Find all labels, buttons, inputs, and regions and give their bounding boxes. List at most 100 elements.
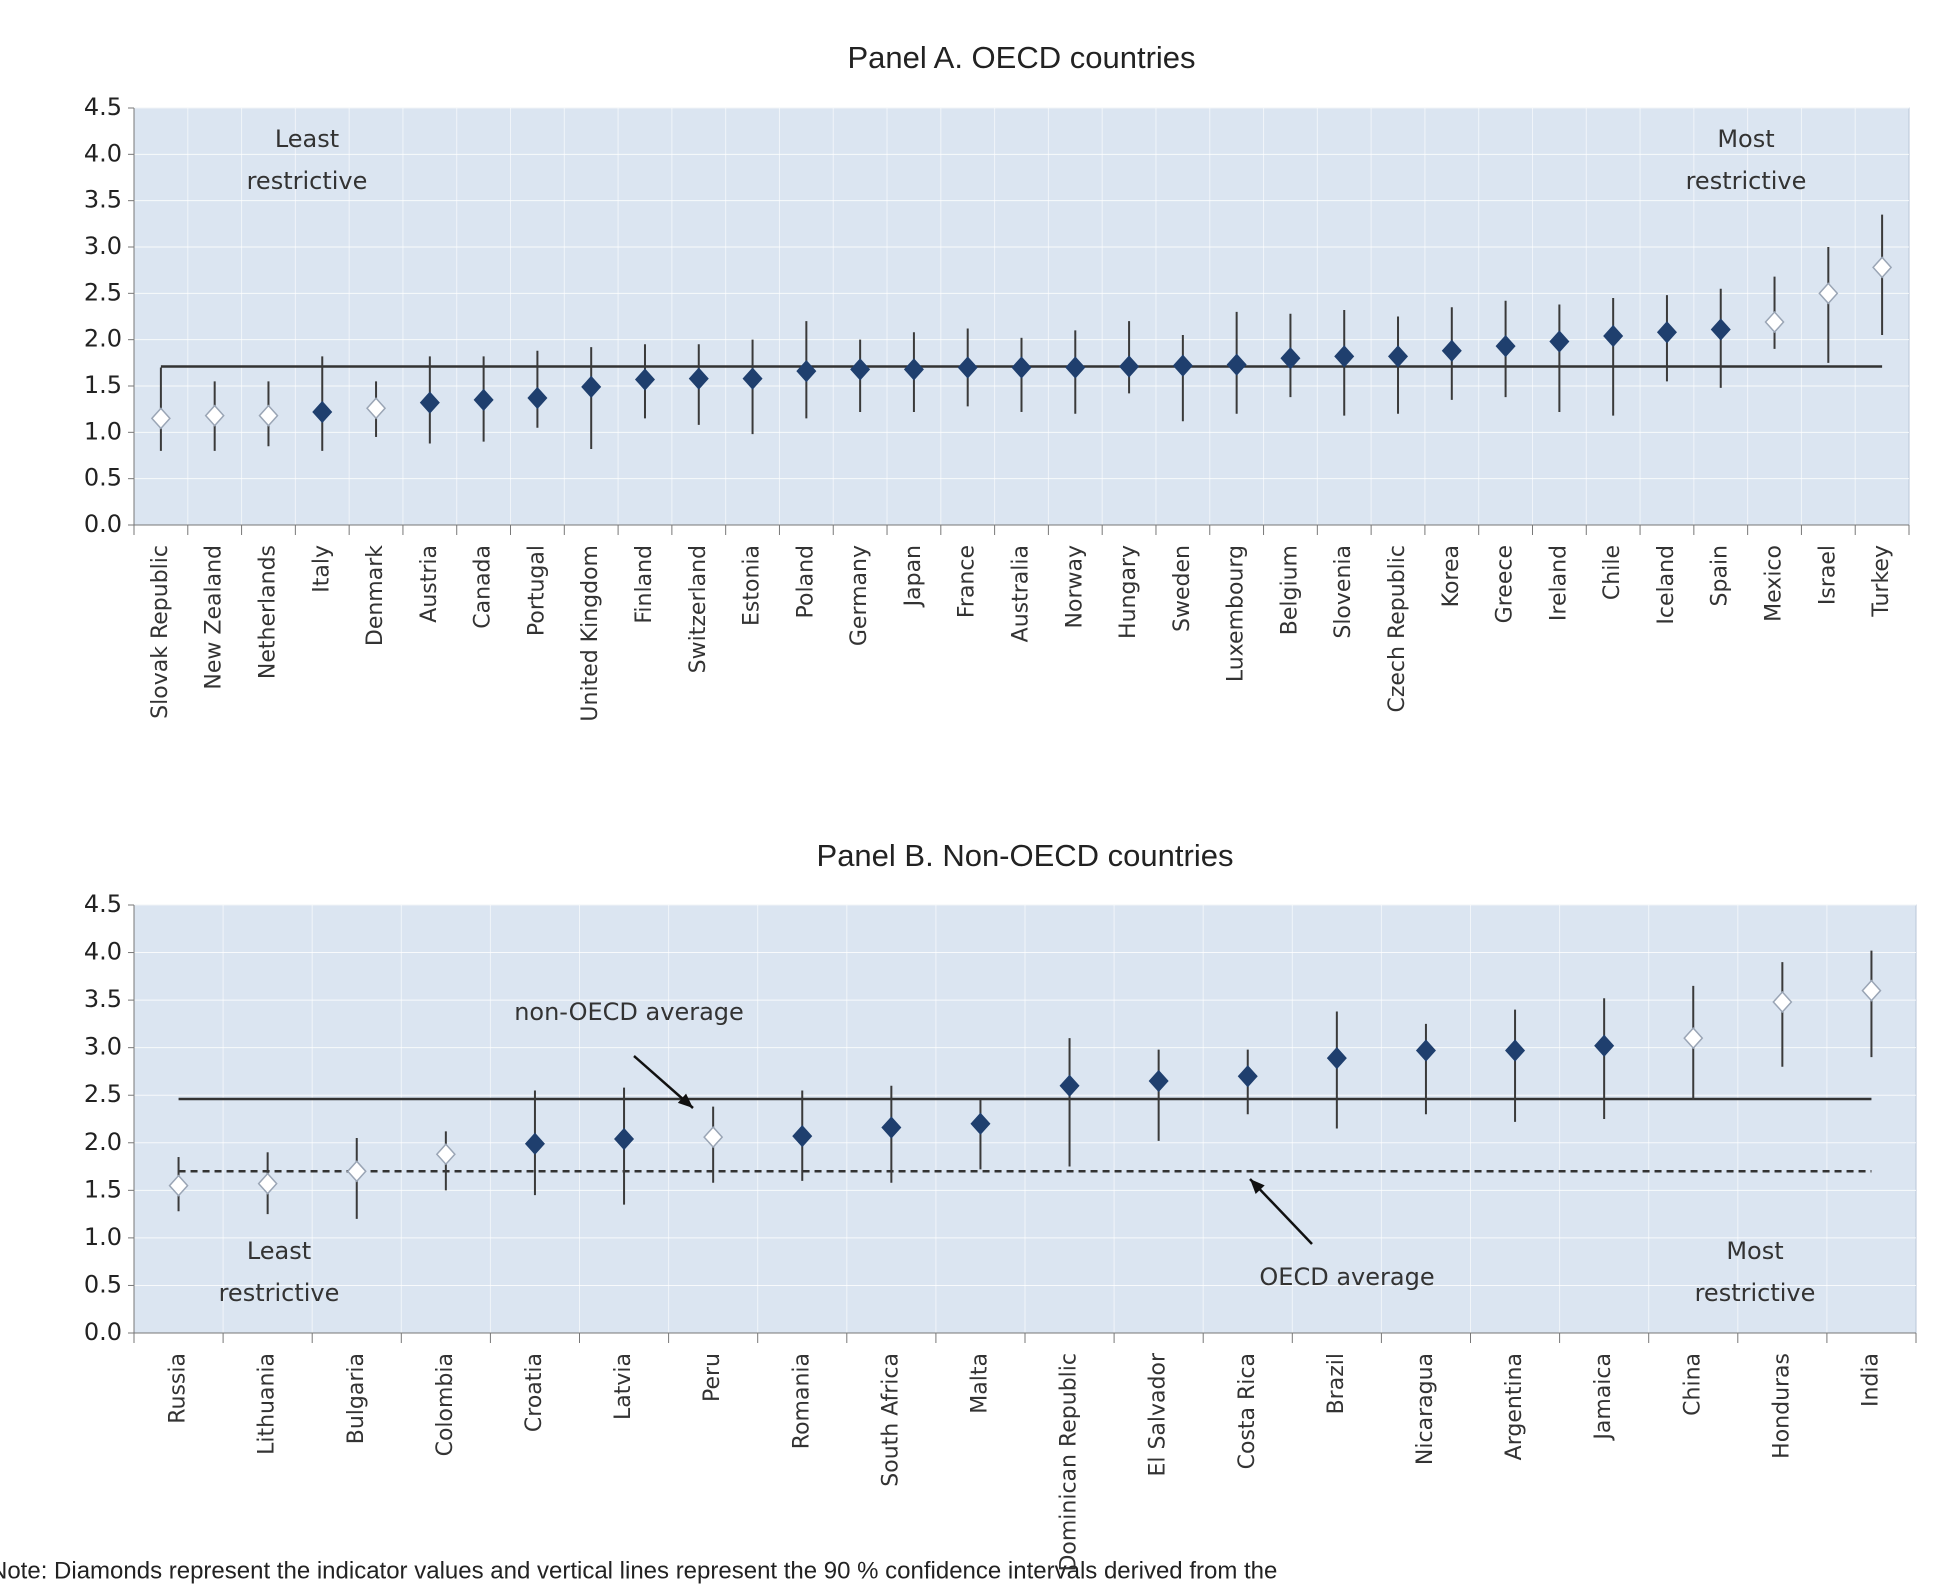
marker xyxy=(473,388,494,412)
y-tick-label: 1.5 xyxy=(84,371,122,399)
panel-title: Panel A. OECD countries xyxy=(847,40,1195,75)
y-tick-label: 0.0 xyxy=(84,510,122,538)
marker xyxy=(150,407,171,430)
marker xyxy=(1280,347,1301,370)
x-tick-label: El Salvador xyxy=(1146,1352,1171,1476)
x-tick-label: Peru xyxy=(700,1353,725,1402)
x-tick-label: Italy xyxy=(309,545,334,593)
marker xyxy=(703,1125,724,1149)
marker xyxy=(792,1124,813,1148)
x-tick-label: Norway xyxy=(1062,545,1087,628)
x-tick-label: Finland xyxy=(632,545,657,624)
x-tick-label: Denmark xyxy=(363,545,388,646)
marker xyxy=(168,1174,189,1197)
marker xyxy=(419,391,440,414)
annotation: Least xyxy=(247,1237,311,1265)
y-tick-label: 1.0 xyxy=(84,417,122,445)
x-tick-label: Chile xyxy=(1600,545,1625,600)
x-tick-label: Poland xyxy=(793,545,818,618)
y-tick-label: 2.5 xyxy=(84,1080,122,1108)
marker xyxy=(1656,321,1677,344)
x-tick-label: Australia xyxy=(1009,545,1034,642)
marker xyxy=(1119,355,1140,378)
x-tick-label: Belgium xyxy=(1277,545,1302,635)
x-tick-label: Costa Rica xyxy=(1235,1353,1260,1469)
marker xyxy=(258,404,279,427)
x-tick-label: Ireland xyxy=(1546,545,1571,621)
x-tick-label: India xyxy=(1858,1353,1883,1407)
y-tick-label: 0.0 xyxy=(84,1318,122,1346)
x-tick-label: Romania xyxy=(789,1353,814,1449)
marker xyxy=(1011,356,1032,379)
x-tick-label: Mexico xyxy=(1762,545,1787,622)
x-tick-label: Jamaica xyxy=(1591,1353,1616,1442)
arrow-head xyxy=(1250,1179,1265,1194)
marker xyxy=(1388,345,1409,368)
x-tick-label: Slovak Republic xyxy=(148,545,173,719)
x-tick-label: Honduras xyxy=(1769,1353,1794,1459)
marker xyxy=(1549,330,1570,353)
marker xyxy=(1861,979,1882,1002)
y-tick-label: 2.0 xyxy=(84,1128,122,1156)
marker xyxy=(1772,990,1793,1014)
x-tick-label: Sweden xyxy=(1170,545,1195,632)
x-tick-label: Greece xyxy=(1493,545,1518,623)
x-tick-label: Latvia xyxy=(611,1353,636,1420)
x-tick-label: Iceland xyxy=(1654,545,1679,625)
marker xyxy=(1065,356,1086,379)
marker xyxy=(1594,1034,1615,1057)
marker xyxy=(742,367,763,390)
marker xyxy=(1505,1039,1526,1062)
marker xyxy=(1334,345,1355,368)
x-tick-label: Brazil xyxy=(1324,1353,1349,1414)
y-tick-label: 4.0 xyxy=(84,938,122,966)
marker xyxy=(1148,1069,1169,1093)
marker xyxy=(1237,1065,1258,1088)
marker xyxy=(634,368,655,391)
x-tick-label: Dominican Republic xyxy=(1057,1353,1082,1572)
x-tick-label: France xyxy=(955,545,980,618)
x-tick-label: Germany xyxy=(847,545,872,646)
plot-area xyxy=(133,107,1910,526)
x-tick-label: New Zealand xyxy=(202,545,227,690)
reference-label: non-OECD average xyxy=(514,998,744,1026)
arrow-head xyxy=(677,1093,693,1108)
y-tick-label: 3.0 xyxy=(84,1033,122,1061)
x-tick-label: Austria xyxy=(417,545,442,623)
x-tick-label: Netherlands xyxy=(255,545,280,679)
x-tick-label: South Africa xyxy=(878,1353,903,1487)
y-tick-label: 0.5 xyxy=(84,464,122,492)
marker xyxy=(614,1127,635,1151)
x-tick-label: Argentina xyxy=(1502,1353,1527,1460)
marker xyxy=(1818,282,1839,305)
marker xyxy=(881,1116,902,1139)
marker xyxy=(1059,1074,1080,1097)
y-tick-label: 2.0 xyxy=(84,325,122,353)
reference-label: OECD average xyxy=(1259,1263,1434,1291)
marker xyxy=(1226,353,1247,376)
x-tick-label: Estonia xyxy=(740,545,765,626)
marker xyxy=(1495,335,1516,358)
y-tick-label: 4.5 xyxy=(84,890,122,918)
y-tick-label: 3.5 xyxy=(84,186,122,214)
marker xyxy=(527,386,548,410)
x-tick-label: Spain xyxy=(1708,545,1733,606)
marker xyxy=(524,1132,545,1155)
annotation: restrictive xyxy=(1695,1279,1816,1307)
x-tick-label: Korea xyxy=(1439,545,1464,607)
marker xyxy=(435,1143,456,1166)
x-tick-label: Malta xyxy=(967,1353,992,1414)
y-tick-label: 4.0 xyxy=(84,139,122,167)
y-tick-label: 2.5 xyxy=(84,278,122,306)
y-tick-label: 0.5 xyxy=(84,1270,122,1298)
x-tick-label: Nicaragua xyxy=(1413,1353,1438,1465)
annotation: restrictive xyxy=(219,1279,340,1307)
marker xyxy=(257,1172,278,1195)
y-tick-label: 1.0 xyxy=(84,1223,122,1251)
x-tick-label: Colombia xyxy=(433,1353,458,1456)
x-tick-label: Israel xyxy=(1815,545,1840,605)
x-tick-label: China xyxy=(1680,1353,1705,1416)
marker xyxy=(1415,1039,1436,1062)
marker xyxy=(957,356,978,379)
